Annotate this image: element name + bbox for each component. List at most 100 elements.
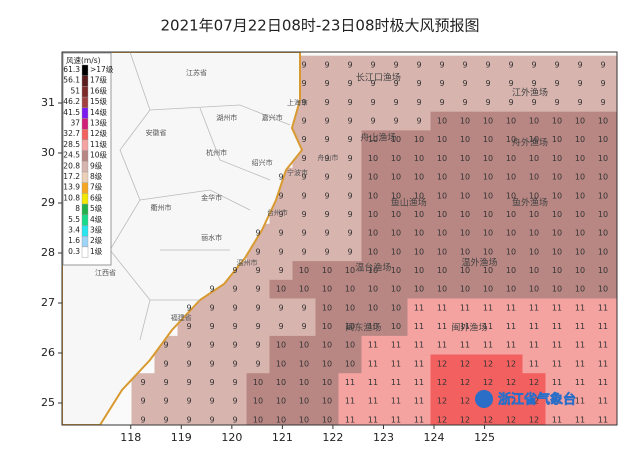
wind-cell <box>430 335 454 356</box>
cell-value: 10 <box>506 285 516 294</box>
cell-value: 11 <box>345 378 355 387</box>
cell-value: 9 <box>347 229 352 238</box>
wind-cell <box>223 391 247 412</box>
wind-cell <box>315 130 339 150</box>
wind-cell <box>269 261 293 281</box>
wind-cell <box>200 298 224 318</box>
cell-value: 10 <box>483 173 493 182</box>
wind-cell <box>453 223 477 243</box>
wind-cell <box>499 223 523 243</box>
cell-value: 10 <box>276 378 286 387</box>
wind-cell <box>499 279 523 299</box>
wind-cell <box>430 317 454 337</box>
legend-swatch <box>81 182 89 194</box>
wind-cell <box>361 74 385 94</box>
cell-value: 10 <box>506 210 516 219</box>
wind-cell <box>430 93 454 113</box>
wind-cell <box>453 205 477 225</box>
wind-cell <box>338 354 362 374</box>
legend-label: 11级 <box>90 139 108 149</box>
wind-cell <box>292 186 316 206</box>
wind-cell <box>453 335 477 356</box>
wind-cell <box>407 373 431 393</box>
wind-cell <box>338 317 362 337</box>
wind-cell <box>407 205 431 225</box>
wind-cell <box>545 391 569 412</box>
wind-cell <box>476 93 500 113</box>
wind-cell <box>223 354 247 374</box>
wind-cell <box>545 317 569 337</box>
wind-cell <box>361 298 385 318</box>
legend-speed: 56.1 <box>63 76 80 85</box>
wind-cell <box>154 373 178 393</box>
legend-swatch <box>81 128 89 141</box>
cell-value: 11 <box>391 359 401 368</box>
wind-cell <box>315 149 339 169</box>
wind-cell <box>315 298 339 318</box>
cell-value: 10 <box>437 135 447 144</box>
wind-cell <box>407 111 431 131</box>
cell-value: 10 <box>575 247 585 256</box>
wind-cell <box>453 410 477 425</box>
wind-cell <box>430 130 454 150</box>
cell-value: 10 <box>460 247 470 256</box>
place-name: 衢州市 <box>151 203 172 212</box>
cell-value: 11 <box>598 415 608 424</box>
cell-value: 9 <box>324 154 329 163</box>
cell-value: 10 <box>552 229 562 238</box>
wind-cell <box>338 335 362 356</box>
cell-value: 9 <box>186 359 191 368</box>
wind-cell <box>154 354 178 374</box>
wind-cell <box>384 167 408 187</box>
cell-value: 10 <box>483 154 493 163</box>
cell-value: 9 <box>209 359 214 368</box>
legend-speed: 1.6 <box>68 236 80 245</box>
legend-speed: 32.7 <box>63 129 80 138</box>
wind-cell <box>499 373 523 393</box>
place-name: 温州市 <box>237 258 258 267</box>
cell-value: 9 <box>163 378 168 387</box>
wind-cell <box>453 354 477 374</box>
cell-value: 10 <box>391 322 401 331</box>
place-name: 舟山市 <box>317 153 338 162</box>
legend-label: 14级 <box>90 107 108 117</box>
wind-cell <box>338 242 362 262</box>
cell-value: 9 <box>324 117 329 126</box>
cell-value: 10 <box>322 341 332 350</box>
legend-title: 风速(m/s) <box>66 56 101 65</box>
legend-label: >17级 <box>90 64 114 74</box>
cell-value: 10 <box>391 191 401 200</box>
cell-value: 11 <box>437 303 447 312</box>
y-tick-label: 27 <box>41 296 55 309</box>
cell-value: 11 <box>552 397 562 406</box>
cell-value: 9 <box>301 303 306 312</box>
cell-value: 10 <box>414 154 424 163</box>
cell-value: 9 <box>508 98 513 107</box>
cell-value: 10 <box>575 135 585 144</box>
cell-value: 9 <box>255 229 260 238</box>
cell-value: 9 <box>416 79 421 88</box>
cell-value: 11 <box>368 378 378 387</box>
legend-speed: 20.8 <box>63 161 80 170</box>
cell-value: 9 <box>209 341 214 350</box>
cell-value: 10 <box>368 229 378 238</box>
logo: 浙江省气象台 <box>475 390 576 408</box>
cell-value: 9 <box>255 322 260 331</box>
cell-value: 10 <box>437 117 447 126</box>
cell-value: 10 <box>391 303 401 312</box>
cell-value: 10 <box>276 397 286 406</box>
wind-cell <box>200 373 224 393</box>
logo-text: 浙江省气象台 <box>498 392 576 408</box>
wind-cell <box>246 317 270 337</box>
wind-cell <box>200 410 224 425</box>
wind-cell <box>545 205 569 225</box>
wind-cell <box>384 130 408 150</box>
wind-cell <box>223 410 247 425</box>
cell-value: 10 <box>529 285 539 294</box>
wind-cell <box>384 111 408 131</box>
cell-value: 10 <box>506 229 516 238</box>
cell-value: 10 <box>598 247 608 256</box>
cell-value: 10 <box>506 266 516 275</box>
wind-cell <box>407 167 431 187</box>
